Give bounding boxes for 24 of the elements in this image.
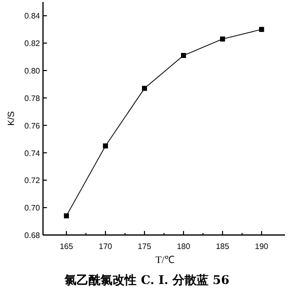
y-tick-label: 0.72 [24,176,41,186]
y-tick-label: 0.82 [24,39,41,48]
x-tick-label: 190 [254,242,269,251]
y-tick-label: 0.68 [24,231,41,240]
x-tick-label: 180 [176,242,191,251]
point [259,26,264,32]
x-tick-label: 165 [60,242,74,251]
text: 氯乙酰氯改性 C. I. 分散蓝 56 [64,273,230,287]
y-tick-label: 0.84 [24,12,41,21]
point [142,86,147,91]
y-tick-label: 0.80 [24,66,41,76]
y-tick-label: 0.78 [24,94,41,103]
point [220,36,226,42]
y-tick-label: 0.74 [24,148,41,158]
point [102,143,108,148]
y-tick-label: 0.70 [24,204,41,213]
x-axis-title: T/℃ [156,255,174,266]
x-tick-label: 185 [216,242,230,251]
point [64,213,69,218]
y-axis-title: K/S [6,111,16,126]
point [181,52,186,58]
y-tick-label: 0.76 [24,121,41,130]
x-tick-label: 175 [138,242,152,251]
x-tick-label: 170 [98,242,113,251]
